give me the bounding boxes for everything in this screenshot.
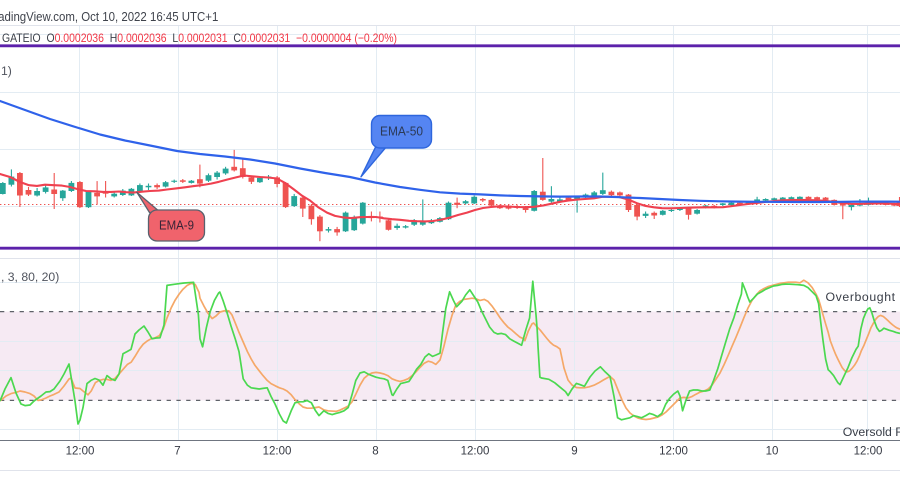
svg-text:, 3, 80, 20): , 3, 80, 20) — [1, 270, 59, 284]
svg-text:7: 7 — [174, 446, 180, 458]
svg-text:10: 10 — [766, 446, 779, 458]
svg-text:12:00: 12:00 — [854, 446, 883, 458]
svg-text:TradingView.com, Oct 10, 2022: TradingView.com, Oct 10, 2022 16:45 UTC+… — [0, 10, 218, 24]
svg-text:12:00: 12:00 — [461, 446, 490, 458]
svg-text:GATEIO O0.0002036 H0.0002036: GATEIO O0.0002036 H0.0002036 L0.0002031 … — [2, 31, 397, 45]
svg-text:Overbought R: Overbought R — [826, 290, 900, 304]
svg-text:12:00: 12:00 — [659, 446, 688, 458]
svg-text:12:00: 12:00 — [66, 446, 95, 458]
svg-text:EMA-9: EMA-9 — [159, 219, 194, 233]
svg-text:9: 9 — [571, 446, 577, 458]
svg-text:Oversold Re: Oversold Re — [843, 425, 900, 439]
svg-text:1): 1) — [1, 64, 12, 78]
svg-text:12:00: 12:00 — [263, 446, 292, 458]
svg-text:EMA-50: EMA-50 — [380, 125, 423, 139]
svg-text:8: 8 — [372, 446, 378, 458]
